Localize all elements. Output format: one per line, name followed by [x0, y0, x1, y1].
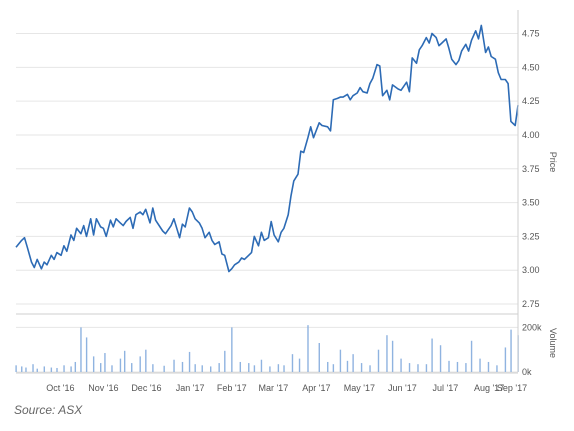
x-tick-label: Oct '16 [46, 383, 74, 393]
volume-bar [479, 358, 481, 372]
price-tick-label: 3.00 [522, 265, 540, 275]
volume-bar [111, 365, 113, 372]
volume-bar [145, 349, 147, 372]
volume-bar [346, 360, 349, 372]
volume-bar [188, 351, 191, 372]
x-tick-label: Aug '17 [474, 383, 504, 393]
price-tick-label: 3.75 [522, 164, 540, 174]
volume-bar [218, 363, 220, 372]
volume-bar [318, 343, 320, 372]
volume-bar [408, 363, 411, 372]
price-tick-label: 4.00 [522, 130, 540, 140]
volume-bar [291, 354, 294, 372]
volume-bar [173, 359, 175, 372]
volume-bar [32, 364, 34, 372]
volume-bar [339, 349, 342, 372]
volume-bar [510, 329, 512, 372]
volume-bar [269, 366, 271, 372]
x-tick-label: Jan '17 [176, 383, 205, 393]
volume-bar [131, 363, 133, 372]
price-tick-label: 3.25 [522, 231, 540, 241]
price-tick-label: 4.75 [522, 29, 540, 39]
x-tick-label: Mar '17 [258, 383, 288, 393]
volume-bar [456, 361, 459, 372]
x-tick-label: May '17 [344, 383, 375, 393]
volume-bar [352, 354, 354, 372]
x-tick-label: Jun '17 [388, 383, 417, 393]
volume-tick-label: 0k [522, 367, 532, 377]
price-series-line [15, 24, 519, 273]
volume-bar [425, 364, 428, 372]
volume-bar [224, 350, 226, 372]
volume-bar [80, 327, 82, 372]
x-tick-label: Dec '16 [131, 383, 161, 393]
volume-bar [307, 325, 309, 372]
volume-bar [50, 367, 53, 372]
volume-bar [139, 356, 141, 372]
volume-bar [260, 359, 263, 372]
volume-bar [119, 358, 122, 372]
volume-bar [43, 366, 46, 372]
volume-bar [104, 353, 106, 372]
volume-bar [487, 361, 490, 372]
volume-bar [63, 365, 65, 372]
price-axis-title: Price [548, 152, 558, 173]
volume-bar [248, 363, 250, 372]
volume-bar [360, 363, 363, 372]
volume-bar [277, 364, 280, 372]
price-tick-label: 2.75 [522, 299, 540, 309]
volume-bar [400, 358, 402, 372]
x-tick-label: Feb '17 [217, 383, 247, 393]
x-tick-label: Apr '17 [302, 383, 330, 393]
volume-bar [253, 365, 256, 372]
volume-bar [201, 365, 203, 372]
volume-bar [15, 365, 17, 372]
volume-bar [470, 340, 473, 372]
volume-bar [85, 337, 88, 372]
volume-bar [496, 365, 498, 372]
volume-bar [439, 345, 442, 372]
volume-bar [332, 364, 335, 372]
volume-bar [36, 368, 38, 372]
volume-bar [100, 363, 102, 372]
volume-bar [209, 366, 212, 372]
volume-bar [417, 364, 419, 372]
volume-bar [298, 358, 301, 372]
volume-bar [163, 365, 165, 372]
volume-bar [21, 366, 23, 372]
price-tick-label: 4.25 [522, 96, 540, 106]
volume-bar [56, 367, 58, 372]
volume-bar [70, 366, 72, 372]
volume-axis-title: Volume [548, 328, 558, 358]
volume-tick-label: 200k [522, 322, 542, 332]
volume-bar [181, 361, 184, 372]
volume-bar [283, 365, 285, 372]
price-tick-label: 4.50 [522, 62, 540, 72]
volume-bar [239, 361, 242, 372]
volume-bar [504, 347, 507, 372]
volume-bar [377, 349, 380, 372]
volume-bar [391, 340, 394, 372]
volume-bar [152, 364, 154, 372]
volume-bar [327, 361, 329, 372]
x-tick-label: Nov '16 [88, 383, 118, 393]
volume-bar [448, 360, 450, 372]
volume-bar [465, 363, 467, 372]
x-tick-label: Jul '17 [433, 383, 459, 393]
price-tick-label: 3.50 [522, 198, 540, 208]
volume-bar [386, 335, 388, 372]
volume-bar [74, 361, 77, 372]
volume-bar [369, 365, 371, 372]
source-caption: Source: ASX [14, 403, 83, 417]
volume-bar [123, 350, 126, 372]
volume-bar [231, 327, 233, 372]
volume-bar [194, 364, 196, 372]
x-tick-label: Sep '17 [497, 383, 527, 393]
volume-bar [431, 338, 433, 372]
volume-bar [92, 356, 95, 372]
volume-bar [25, 367, 27, 372]
